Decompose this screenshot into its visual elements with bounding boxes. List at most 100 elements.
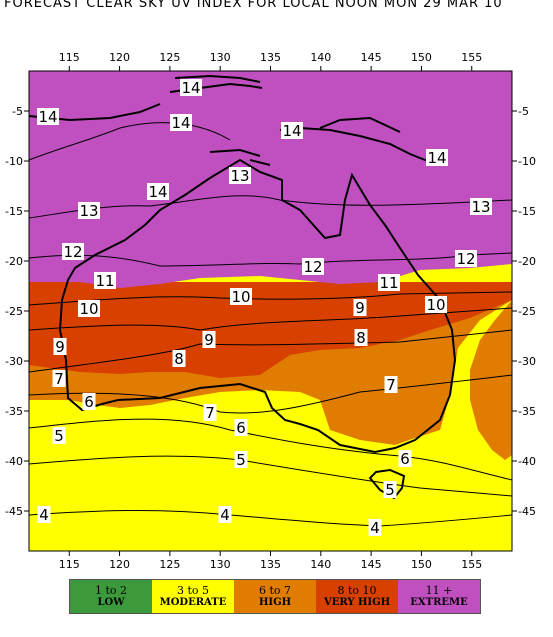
contour-label-text: 4 <box>370 519 380 537</box>
band-very-high <box>29 282 512 378</box>
australia-coast <box>58 158 457 454</box>
contour-label: 4 <box>218 506 232 524</box>
contour-label-text: 13 <box>230 167 249 185</box>
contour-label: 14 <box>426 149 448 167</box>
contour-label: 9 <box>353 299 367 317</box>
lon-label-top: 145 <box>361 51 382 64</box>
contour-label-text: 9 <box>204 331 214 349</box>
contour-label: 7 <box>52 370 66 388</box>
legend-range: 11 + <box>425 583 453 597</box>
legend-range: 3 to 5 <box>176 583 210 597</box>
contour-label-text: 10 <box>426 296 445 314</box>
contour-label: 14 <box>170 114 192 132</box>
contour-label: 8 <box>354 329 368 347</box>
lat-label-right: -35 <box>518 405 536 418</box>
contour-labels: 14 14 14 14 14 14 13 13 13 12 12 12 11 11 10 10 10 9 9 9 8 8 7… <box>37 79 492 537</box>
lat-label-left: -30 <box>5 355 23 368</box>
contour-label-text: 11 <box>379 274 398 292</box>
contour-label: 13 <box>229 167 251 185</box>
contour-label-text: 10 <box>231 288 250 306</box>
contour-label: 14 <box>147 183 169 201</box>
contour-label: 9 <box>202 331 216 349</box>
lat-label-left: -5 <box>12 105 23 118</box>
contour-label-text: 12 <box>63 243 82 261</box>
lat-label-left: -20 <box>5 255 23 268</box>
lat-label-left: -10 <box>5 155 23 168</box>
lon-label-top: 155 <box>461 51 482 64</box>
contour-label-text: 12 <box>303 258 322 276</box>
contour-label-text: 7 <box>54 370 64 388</box>
lon-label-bottom: 135 <box>260 558 281 571</box>
contour-label: 5 <box>234 451 248 469</box>
legend-item-low: 1 to 2 LOW <box>70 580 152 613</box>
contour-label: 4 <box>368 519 382 537</box>
contour-label-text: 13 <box>79 202 98 220</box>
legend-name: MODERATE <box>159 596 227 608</box>
lat-label-right: -40 <box>518 455 536 468</box>
lat-label-right: -45 <box>518 505 536 518</box>
contour-label: 6 <box>398 450 412 468</box>
contour-label: 14 <box>281 122 303 140</box>
contour-label: 14 <box>180 79 202 97</box>
legend-item-moderate: 3 to 5 MODERATE <box>152 580 234 613</box>
contour-label-text: 11 <box>95 272 114 290</box>
contour-label-text: 5 <box>236 451 246 469</box>
lon-label-top: 125 <box>159 51 180 64</box>
contour-label-text: 14 <box>282 122 301 140</box>
contour-label: 9 <box>53 338 67 356</box>
contour-label-text: 14 <box>171 114 190 132</box>
legend-name: VERY HIGH <box>323 596 391 608</box>
contour-label-text: 6 <box>236 419 246 437</box>
contour-label: 13 <box>78 202 100 220</box>
contour-label: 6 <box>82 393 96 411</box>
contour-label-text: 5 <box>385 481 395 499</box>
contour-label-text: 14 <box>148 183 167 201</box>
contour-label-text: 14 <box>38 108 57 126</box>
lon-label-bottom: 140 <box>310 558 331 571</box>
lon-label-bottom: 145 <box>361 558 382 571</box>
contour-label-text: 4 <box>39 506 49 524</box>
contour-label-text: 4 <box>220 506 230 524</box>
legend-item-extreme: 11 + EXTREME <box>398 580 480 613</box>
lat-label-left: -45 <box>5 505 23 518</box>
contour-label: 10 <box>425 296 447 314</box>
lon-label-top: 150 <box>411 51 432 64</box>
legend-range: 1 to 2 <box>94 583 128 597</box>
contour-label-text: 7 <box>386 376 396 394</box>
lon-label-top: 140 <box>310 51 331 64</box>
contour-label-text: 14 <box>427 149 446 167</box>
contour-label: 11 <box>378 274 400 292</box>
lon-label-top: 130 <box>210 51 231 64</box>
uv-legend: 1 to 2 LOW 3 to 5 MODERATE 6 to 7 HIGH 8 to 10… <box>69 579 481 614</box>
contour-label-text: 7 <box>205 404 215 422</box>
lat-label-right: -30 <box>518 355 536 368</box>
map-title: FORECAST CLEAR SKY UV INDEX FOR LOCAL NO… <box>4 0 503 11</box>
contour-label: 10 <box>230 288 252 306</box>
legend-range: 8 to 10 <box>337 583 377 597</box>
contour-label-text: 8 <box>356 329 366 347</box>
axis-ticks: 1151151201201251251301301351351401401451… <box>5 51 536 571</box>
band-high-east <box>470 300 512 460</box>
contour-label: 12 <box>302 258 324 276</box>
lat-label-left: -15 <box>5 205 23 218</box>
contour-label-text: 6 <box>400 450 410 468</box>
legend-item-very-high: 8 to 10 VERY HIGH <box>316 580 398 613</box>
contour-label: 8 <box>172 350 186 368</box>
contour-label: 11 <box>94 272 116 290</box>
contour-label: 7 <box>203 404 217 422</box>
lat-label-left: -40 <box>5 455 23 468</box>
legend-item-high: 6 to 7 HIGH <box>234 580 316 613</box>
lat-label-right: -15 <box>518 205 536 218</box>
band-extreme <box>29 71 512 288</box>
contour-label-text: 14 <box>181 79 200 97</box>
lon-label-bottom: 120 <box>109 558 130 571</box>
lat-label-left: -35 <box>5 405 23 418</box>
contour-label: 14 <box>37 108 59 126</box>
lon-label-bottom: 125 <box>159 558 180 571</box>
lat-label-right: -10 <box>518 155 536 168</box>
contour-label: 12 <box>455 250 477 268</box>
lat-label-right: -20 <box>518 255 536 268</box>
contour-label: 7 <box>384 376 398 394</box>
legend-name: HIGH <box>258 596 292 608</box>
